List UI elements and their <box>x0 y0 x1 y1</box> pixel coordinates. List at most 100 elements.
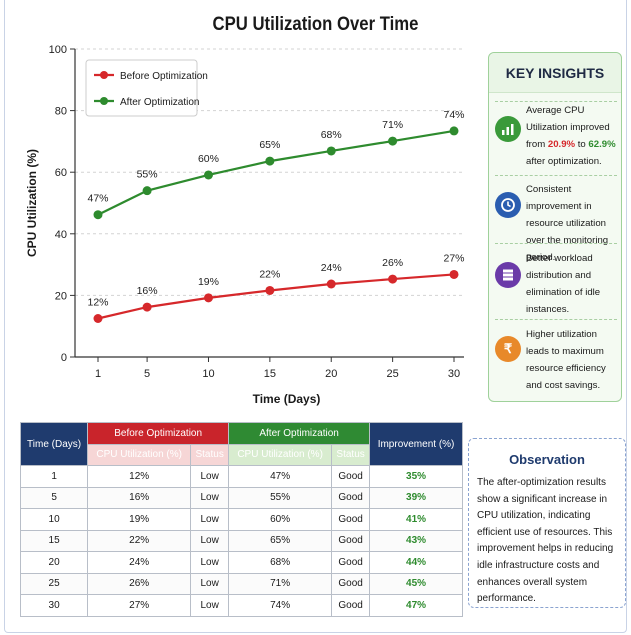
legend-label-after: After Optimization <box>120 97 199 108</box>
x-tick-label: 20 <box>325 368 337 380</box>
before-average-value: 20.9% <box>547 139 576 150</box>
cell-day: 15 <box>19 529 89 552</box>
table-row: 25 26% Low 71% Good 45% <box>19 572 463 595</box>
insight-cost-savings: ₹ Higher utilization leads to maximum re… <box>495 319 617 391</box>
cpu-comparison-table: Time (Days) Before Optimization After Op… <box>19 422 463 617</box>
data-label-after: 55% <box>137 169 158 181</box>
header-time: Time (Days) <box>19 422 89 466</box>
data-label-after: 65% <box>259 139 280 151</box>
cell-day: 1 <box>19 465 89 488</box>
data-label-after: 60% <box>198 153 219 165</box>
cell-day: 10 <box>19 508 89 531</box>
y-axis-label: CPU Utilization (%) <box>25 149 39 257</box>
cell-improvement: 35% <box>369 465 463 488</box>
cell-after-status: Good <box>331 572 371 595</box>
data-point-after <box>203 170 213 180</box>
cell-improvement: 45% <box>369 572 463 595</box>
cell-improvement: 44% <box>369 551 463 574</box>
data-label-before: 16% <box>137 285 158 297</box>
data-label-before: 19% <box>198 276 219 288</box>
cell-before-status: Low <box>190 551 230 574</box>
chart-title: CPU Utilization Over Time <box>212 14 419 35</box>
cell-day: 5 <box>19 486 89 509</box>
x-tick-label: 10 <box>202 368 214 380</box>
cell-after-status: Good <box>331 508 371 531</box>
growth-chart-icon <box>495 116 521 142</box>
subheader-status-after: Status <box>331 443 371 466</box>
data-label-before: 22% <box>259 268 280 280</box>
data-point-after <box>142 186 152 196</box>
y-tick-label: 100 <box>49 44 67 56</box>
cell-before: 22% <box>87 529 192 552</box>
cell-after-status: Good <box>331 465 371 488</box>
cell-improvement: 41% <box>369 508 463 531</box>
cell-before: 24% <box>87 551 192 574</box>
cell-before: 12% <box>87 465 192 488</box>
data-point-before <box>449 269 459 279</box>
legend-marker-before <box>100 71 108 79</box>
x-tick-label: 1 <box>95 368 101 380</box>
cell-before-status: Low <box>190 465 230 488</box>
cell-after: 74% <box>228 594 333 617</box>
cell-before: 19% <box>87 508 192 531</box>
insight-workload-distribution: Better workload distribution and elimina… <box>495 243 617 315</box>
cell-before-status: Low <box>190 594 230 617</box>
insight-text-workload: Better workload distribution and elimina… <box>526 253 601 315</box>
x-tick-label: 25 <box>386 368 398 380</box>
cell-improvement: 39% <box>369 486 463 509</box>
data-point-before <box>265 285 275 295</box>
insight-average-utilization: Average CPU Utilization improved from 20… <box>495 101 617 167</box>
cell-after-status: Good <box>331 594 371 617</box>
data-point-before <box>203 293 213 303</box>
subheader-cpu-before: CPU Utilization (%) <box>87 443 192 466</box>
data-point-before <box>142 302 152 312</box>
cell-improvement: 43% <box>369 529 463 552</box>
x-tick-label: 15 <box>264 368 276 380</box>
key-insights-title: KEY INSIGHTS <box>489 53 621 93</box>
y-tick-label: 20 <box>55 290 67 302</box>
insight-text-average: Average CPU Utilization improved from 20… <box>526 105 616 167</box>
data-point-before <box>388 274 398 284</box>
data-point-after <box>326 146 336 156</box>
cell-before: 27% <box>87 594 192 617</box>
table-row: 15 22% Low 65% Good 43% <box>19 529 463 552</box>
table-row: 5 16% Low 55% Good 39% <box>19 486 463 509</box>
cell-day: 30 <box>19 594 89 617</box>
y-tick-label: 80 <box>55 106 67 118</box>
data-label-before: 27% <box>443 252 464 264</box>
server-icon <box>495 262 521 288</box>
insight-text-cost: Higher utilization leads to maximum reso… <box>526 329 606 391</box>
y-tick-label: 60 <box>55 167 67 179</box>
cell-before-status: Low <box>190 572 230 595</box>
data-label-before: 24% <box>321 262 342 274</box>
legend-marker-after <box>100 97 108 105</box>
subheader-status-before: Status <box>190 443 230 466</box>
x-tick-label: 5 <box>144 368 150 380</box>
cell-before-status: Low <box>190 486 230 509</box>
data-point-after <box>93 210 103 220</box>
data-point-before <box>93 314 103 323</box>
y-tick-label: 40 <box>55 229 67 241</box>
table-row: 1 12% Low 47% Good 35% <box>19 465 463 488</box>
observation-text: The after-optimization results show a si… <box>477 477 614 605</box>
subheader-cpu-after: CPU Utilization (%) <box>228 443 333 466</box>
cell-before: 16% <box>87 486 192 509</box>
after-average-value: 62.9% <box>588 139 616 150</box>
cell-after: 60% <box>228 508 333 531</box>
header-improvement: Improvement (%) <box>369 422 463 466</box>
table-row: 30 27% Low 74% Good 47% <box>19 594 463 617</box>
data-label-after: 74% <box>443 109 464 121</box>
x-axis-label: Time (Days) <box>253 392 321 406</box>
cell-before-status: Low <box>190 508 230 531</box>
data-point-after <box>449 126 459 136</box>
rupee-coin-icon: ₹ <box>495 336 521 362</box>
y-tick-label: 0 <box>61 352 67 364</box>
data-point-after <box>388 136 398 146</box>
header-after: After Optimization <box>228 422 371 445</box>
data-label-before: 12% <box>87 297 108 309</box>
table-row: 10 19% Low 60% Good 41% <box>19 508 463 531</box>
cell-after-status: Good <box>331 529 371 552</box>
cell-day: 25 <box>19 572 89 595</box>
x-tick-label: 30 <box>448 368 460 380</box>
